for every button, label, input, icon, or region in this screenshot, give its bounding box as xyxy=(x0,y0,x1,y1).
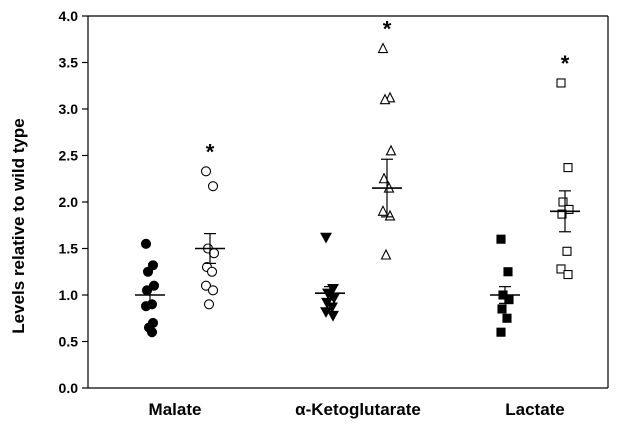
data-point xyxy=(558,197,568,207)
data-point xyxy=(206,266,218,277)
data-point xyxy=(556,264,566,274)
data-point xyxy=(377,42,389,54)
data-point xyxy=(563,269,573,280)
data-point xyxy=(146,327,158,338)
data-point xyxy=(384,209,396,221)
data-point xyxy=(200,280,212,291)
significance-star: * xyxy=(561,51,570,76)
data-point xyxy=(563,163,573,173)
y-tick-label: 2.0 xyxy=(59,194,79,210)
y-tick-label: 4.0 xyxy=(59,8,79,24)
data-point xyxy=(207,181,219,192)
y-tick-label: 0.0 xyxy=(59,380,79,396)
data-point xyxy=(497,304,507,314)
data-point xyxy=(203,299,215,310)
y-tick-label: 0.5 xyxy=(59,334,79,350)
y-tick-label: 1.0 xyxy=(59,287,79,303)
axes xyxy=(87,15,609,389)
significance-star: * xyxy=(383,17,392,42)
x-category-label: Lactate xyxy=(505,400,565,419)
data-point xyxy=(496,327,506,337)
y-ticks: 0.0 0.5 1.0 1.5 2.0 2.5 3.0 3.5 4.0 xyxy=(59,8,88,396)
data-point xyxy=(496,234,506,244)
y-tick-label: 2.5 xyxy=(59,148,79,164)
data-point xyxy=(327,310,339,322)
data-point xyxy=(320,232,332,244)
x-category-label: α-Ketoglutarate xyxy=(295,400,421,419)
data-point xyxy=(200,166,212,177)
data-point xyxy=(557,209,567,219)
data-point xyxy=(502,313,512,323)
data-point xyxy=(147,260,159,271)
data-marks: * * * xyxy=(135,17,580,338)
data-point xyxy=(377,205,389,216)
significance-star: * xyxy=(206,139,215,164)
data-point xyxy=(385,144,397,156)
data-point xyxy=(503,267,513,277)
data-point xyxy=(378,172,390,184)
data-point xyxy=(207,285,219,296)
y-axis-title: Levels relative to wild type xyxy=(9,118,28,333)
data-point xyxy=(380,248,392,260)
data-point xyxy=(504,295,514,305)
x-category-labels: Malate α-Ketoglutarate Lactate xyxy=(149,400,565,419)
y-tick-label: 3.0 xyxy=(59,101,79,117)
data-point xyxy=(562,246,572,256)
y-tick-label: 3.5 xyxy=(59,55,79,71)
y-tick-label: 1.5 xyxy=(59,241,79,257)
data-point xyxy=(148,280,160,291)
x-category-label: Malate xyxy=(149,400,202,419)
data-point xyxy=(208,248,220,259)
data-point xyxy=(142,266,154,277)
data-point xyxy=(379,93,391,105)
data-point xyxy=(556,78,566,88)
data-point xyxy=(140,238,152,249)
